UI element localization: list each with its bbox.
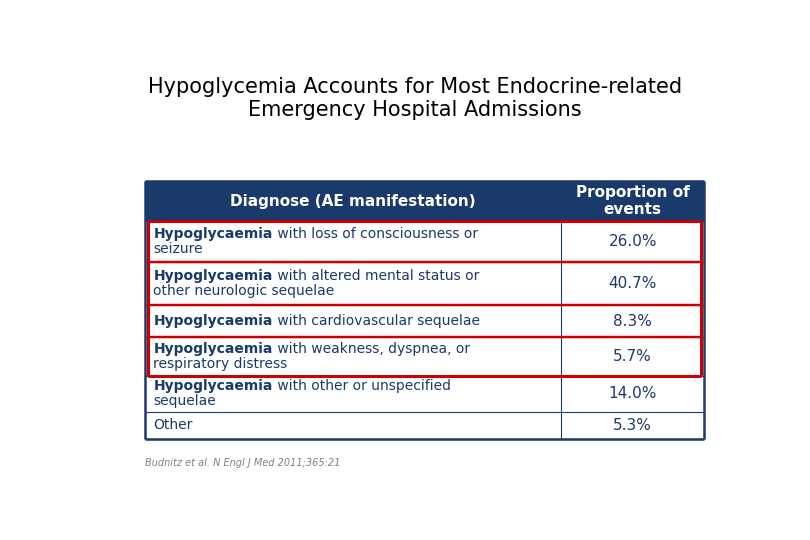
Text: with other or unspecified: with other or unspecified (273, 380, 450, 394)
Text: 5.3%: 5.3% (613, 418, 652, 433)
Text: Hypoglycemia Accounts for Most Endocrine-related
Emergency Hospital Admissions: Hypoglycemia Accounts for Most Endocrine… (148, 77, 682, 120)
Bar (145, 337, 704, 376)
Text: 8.3%: 8.3% (613, 314, 652, 328)
Text: respiratory distress: respiratory distress (153, 357, 288, 371)
Text: 26.0%: 26.0% (608, 234, 657, 249)
Text: Hypoglycaemia: Hypoglycaemia (153, 269, 273, 283)
Text: with altered mental status or: with altered mental status or (273, 269, 479, 283)
Text: with loss of consciousness or: with loss of consciousness or (273, 227, 478, 241)
Bar (145, 376, 704, 412)
Text: Hypoglycaemia: Hypoglycaemia (153, 227, 273, 241)
Text: Proportion of
events: Proportion of events (576, 185, 689, 218)
Text: Hypoglycaemia: Hypoglycaemia (153, 342, 273, 356)
Text: sequelae: sequelae (153, 394, 216, 408)
Text: Hypoglycaemia: Hypoglycaemia (153, 380, 273, 394)
Text: with weakness, dyspnea, or: with weakness, dyspnea, or (273, 342, 470, 356)
Text: Other: Other (153, 418, 193, 433)
Text: with cardiovascular sequelae: with cardiovascular sequelae (273, 314, 480, 328)
Text: 14.0%: 14.0% (608, 387, 657, 401)
Text: Hypoglycaemia: Hypoglycaemia (153, 314, 273, 328)
Text: other neurologic sequelae: other neurologic sequelae (153, 284, 335, 298)
Text: Budnitz et al. N Engl J Med 2011;365:21: Budnitz et al. N Engl J Med 2011;365:21 (145, 458, 340, 468)
Text: 40.7%: 40.7% (608, 276, 657, 291)
Bar (145, 181, 704, 221)
Text: Diagnose (AE manifestation): Diagnose (AE manifestation) (231, 194, 476, 208)
Bar (145, 412, 704, 439)
Text: 5.7%: 5.7% (613, 349, 652, 364)
Text: seizure: seizure (153, 242, 203, 256)
Bar (145, 305, 704, 337)
